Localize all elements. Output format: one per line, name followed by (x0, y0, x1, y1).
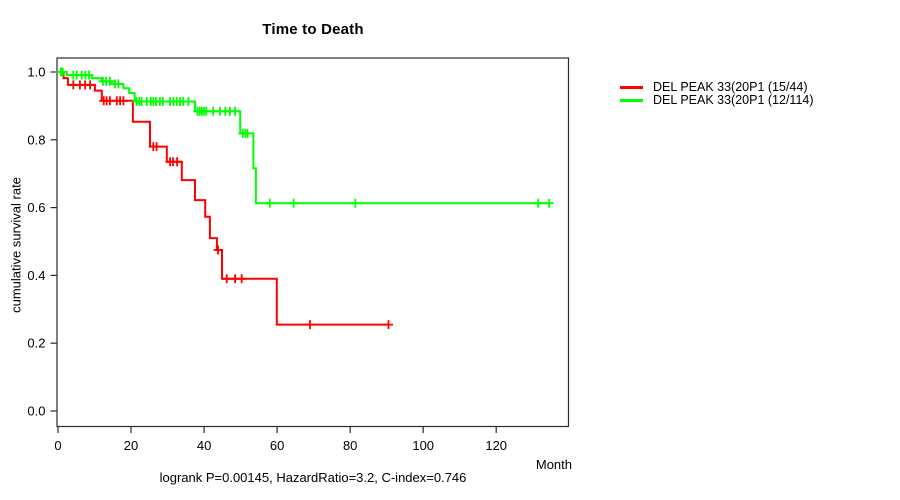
x-tick-label: 120 (485, 438, 507, 453)
y-tick-label: 0.4 (27, 268, 45, 283)
y-tick-label: 0.2 (27, 336, 45, 351)
legend-label-group1: DEL PEAK 33(20P1 (15/44) (653, 80, 808, 94)
legend-entry-group2: DEL PEAK 33(20P1 (12/114) (620, 94, 814, 107)
km-curve-red (58, 71, 389, 326)
x-axis-title: Month (535, 457, 572, 472)
x-tick-label: 0 (54, 438, 61, 453)
legend-line-swatch-green (620, 99, 643, 102)
legend: DEL PEAK 33(20P1 (15/44) DEL PEAK 33(20P… (620, 81, 814, 107)
y-tick-label: 1.0 (27, 65, 45, 80)
x-tick-label: 40 (197, 438, 211, 453)
x-tick-label: 80 (343, 438, 357, 453)
chart-title: Time to Death (262, 21, 364, 38)
x-tick-label: 60 (270, 438, 284, 453)
km-curve-green (58, 71, 550, 205)
legend-label-group2: DEL PEAK 33(20P1 (12/114) (653, 93, 814, 107)
censor-marks-red (68, 80, 393, 330)
x-tick-label: 20 (124, 438, 138, 453)
legend-line-swatch-red (620, 86, 643, 89)
plot-box (56, 57, 570, 428)
censor-marks-green (56, 67, 554, 208)
y-tick-label: 0.0 (27, 404, 45, 419)
y-tick-label: 0.6 (27, 200, 45, 215)
y-tick-label: 0.8 (27, 132, 45, 147)
legend-entry-group1: DEL PEAK 33(20P1 (15/44) (620, 81, 814, 94)
stats-footnote: logrank P=0.00145, HazardRatio=3.2, C-in… (159, 470, 467, 485)
y-axis-title: cumulative survival rate (8, 177, 24, 313)
x-tick-label: 100 (412, 438, 434, 453)
